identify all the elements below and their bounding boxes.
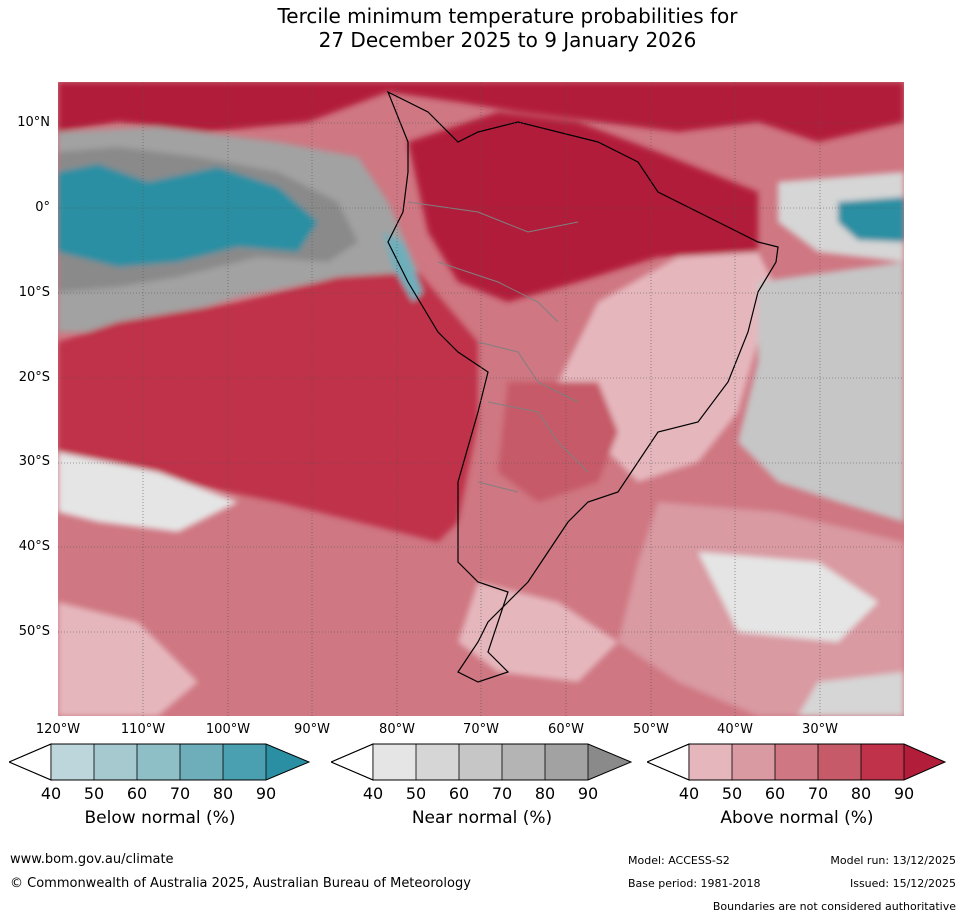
footer-issued: Issued: 15/12/2025 (849, 877, 956, 890)
colorbar-below-tick-70: 70 (169, 784, 191, 803)
lat-label-40s: 40°S (18, 539, 50, 554)
map-canvas (58, 82, 904, 716)
lon-label-70w: 70°W (463, 722, 499, 737)
colorbar-above-tick-40: 40 (678, 784, 700, 803)
coastline (386, 90, 779, 683)
colorbar-above (647, 743, 947, 781)
colorbar-below-bin-3 (137, 744, 180, 780)
map-title: Tercile minimum temperature probabilitie… (0, 4, 965, 52)
colorbar-above-tick-70: 70 (807, 784, 829, 803)
colorbar-below-bin-1 (51, 744, 94, 780)
probability-map (58, 82, 904, 716)
colorbar-near-tick-60: 60 (448, 784, 470, 803)
colorbar-near-bin-3 (459, 744, 502, 780)
colorbar-below-bin-2 (94, 744, 137, 780)
colorbar-near-tick-70: 70 (491, 784, 513, 803)
colorbar-near-high-arrow (588, 744, 631, 780)
colorbar-below-low-arrow (9, 743, 52, 781)
lat-label-10n: 10°N (17, 115, 50, 130)
colorbar-above-bin-2 (732, 744, 775, 780)
colorbar-near-tick-90: 90 (577, 784, 599, 803)
colorbar-below-tick-90: 90 (255, 784, 277, 803)
lon-label-50w: 50°W (633, 722, 669, 737)
graticule (58, 82, 904, 716)
colorbar-below-tick-50: 50 (83, 784, 105, 803)
colorbar-above-tick-80: 80 (850, 784, 872, 803)
colorbar-below-tick-80: 80 (212, 784, 234, 803)
colorbar-above-bin-3 (775, 744, 818, 780)
title-line-1: Tercile minimum temperature probabilitie… (277, 4, 738, 28)
colorbar-above-low-arrow (647, 743, 690, 781)
region-atlantic-below-normal (838, 197, 904, 242)
title-line-2: 27 December 2025 to 9 January 2026 (318, 28, 697, 52)
region-far-south-near (798, 672, 904, 716)
region-s-pacific-near (58, 452, 238, 532)
colorbar-near-low-arrow (331, 743, 374, 781)
footer-base-period: Base period: 1981-2018 (628, 877, 761, 890)
colorbar-near-bin-4 (502, 744, 545, 780)
colorbar-above-tick-60: 60 (764, 784, 786, 803)
region-peru-coast-below (383, 232, 423, 302)
colorbar-below-tick-40: 40 (40, 784, 62, 803)
lat-label-10s: 10°S (18, 285, 50, 300)
lon-label-100w: 100°W (205, 722, 251, 737)
region-atlantic-near-normal (738, 262, 904, 522)
colorbar-near-tick-40: 40 (362, 784, 384, 803)
footer-model-run: Model run: 13/12/2025 (830, 854, 956, 867)
lon-label-30w: 30°W (802, 722, 838, 737)
colorbar-below-title: Below normal (%) (84, 808, 236, 828)
footer-disclaimer: Boundaries are not considered authoritat… (712, 900, 956, 913)
colorbar-near-tick-50: 50 (405, 784, 427, 803)
footer-model: Model: ACCESS-S2 (628, 854, 730, 867)
colorbar-above-high-arrow (904, 744, 945, 780)
footer-copyright: © Commonwealth of Australia 2025, Austra… (10, 876, 471, 891)
colorbar-above-tick-90: 90 (893, 784, 915, 803)
lon-label-40w: 40°W (717, 722, 753, 737)
lon-label-60w: 60°W (548, 722, 584, 737)
footer-url: www.bom.gov.au/climate (10, 852, 174, 867)
lat-label-0: 0° (35, 200, 50, 215)
lon-label-80w: 80°W (379, 722, 415, 737)
lon-label-120w: 120°W (35, 722, 81, 737)
colorbar-below-bin-4 (180, 744, 223, 780)
lat-label-20s: 20°S (18, 370, 50, 385)
colorbar-near (331, 743, 633, 781)
lat-label-50s: 50°S (18, 624, 50, 639)
colorbar-near-bin-5 (545, 744, 588, 780)
colorbar-above-bin-4 (818, 744, 861, 780)
country-borders (407, 201, 589, 493)
region-north-warm (58, 82, 904, 142)
colorbar-below (9, 743, 311, 781)
region-amazon-warm (408, 112, 758, 302)
region-s-atlantic-near (698, 552, 878, 642)
colorbar-above-bin-1 (689, 744, 732, 780)
colorbar-near-bin-1 (373, 744, 416, 780)
region-pacific-below-normal (58, 164, 318, 267)
region-sw-pacific-above-low (58, 602, 198, 716)
colorbar-near-tick-80: 80 (534, 784, 556, 803)
lon-label-90w: 90°W (294, 722, 330, 737)
colorbar-below-high-arrow (266, 744, 309, 780)
colorbar-above-tick-50: 50 (721, 784, 743, 803)
colorbar-above-title: Above normal (%) (720, 808, 874, 828)
colorbar-near-title: Near normal (%) (411, 808, 553, 828)
lon-label-110w: 110°W (120, 722, 166, 737)
colorbar-near-bin-2 (416, 744, 459, 780)
colorbar-below-bin-5 (223, 744, 266, 780)
lat-label-30s: 30°S (18, 454, 50, 469)
colorbar-below-tick-60: 60 (126, 784, 148, 803)
colorbar-above-bin-5 (861, 744, 904, 780)
